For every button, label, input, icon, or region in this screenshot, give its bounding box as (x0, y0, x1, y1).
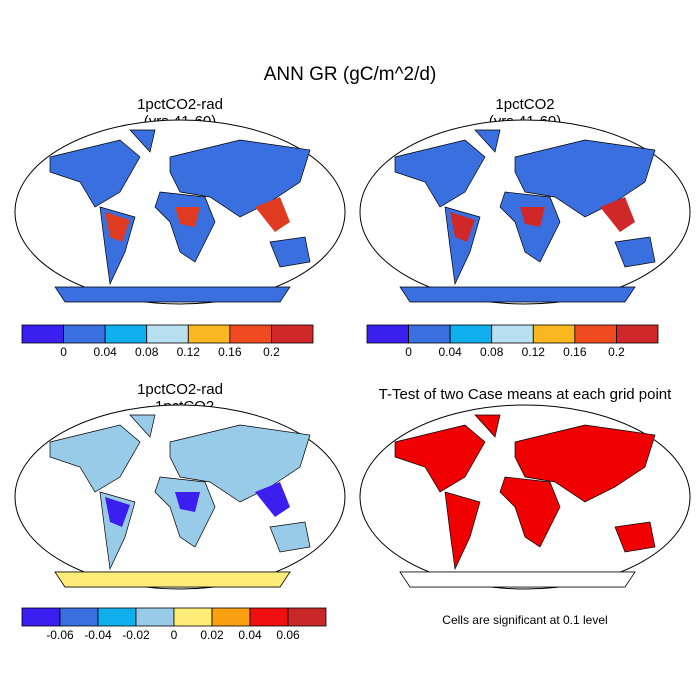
colorbar-label: -0.04 (84, 628, 112, 642)
colorbar-label: 0 (171, 628, 178, 642)
colorbar-label: -0.06 (46, 628, 74, 642)
colorbar-label: 0.04 (438, 345, 462, 359)
colorbar-box (366, 324, 409, 344)
colorbar-label: 0.2 (263, 345, 280, 359)
colorbar-label: 0 (405, 345, 412, 359)
colorbar-box (59, 607, 99, 627)
colorbar-box (532, 324, 576, 344)
colorbar-box (229, 324, 272, 344)
colorbar-label: 0.06 (276, 628, 300, 642)
land (49, 414, 311, 588)
colorbar-label: 0.02 (200, 628, 224, 642)
colorbar-box (287, 607, 327, 627)
colorbar-label: -0.02 (122, 628, 150, 642)
colorbar-box (173, 607, 213, 627)
colorbar-box (249, 607, 289, 627)
panel-title: 1pctCO2 (495, 96, 554, 113)
land (394, 414, 656, 588)
colorbar-box (104, 324, 148, 344)
colorbar-label: 0.12 (177, 345, 201, 359)
antarctica (54, 571, 291, 588)
colorbar-box (97, 607, 137, 627)
colorbar-label: 0 (60, 345, 67, 359)
panel-title: 1pctCO2-rad (137, 381, 223, 398)
colorbar-label: 0.08 (135, 345, 159, 359)
colorbar-label: 0.2 (608, 345, 625, 359)
colorbar-box (187, 324, 231, 344)
colorbar-label: 0.16 (563, 345, 587, 359)
colorbar-label: 0.12 (522, 345, 546, 359)
note: Cells are significant at 0.1 level (442, 613, 607, 627)
colorbar-label: 0.04 (238, 628, 262, 642)
colorbar-box (21, 607, 61, 627)
colorbar-box (271, 324, 314, 344)
colorbar-box (63, 324, 106, 344)
colorbar-label: 0.04 (93, 345, 117, 359)
colorbar-label: 0.08 (480, 345, 504, 359)
colorbar-label: 0.16 (218, 345, 242, 359)
panel-title: 1pctCO2-rad (137, 96, 223, 113)
colorbar-box (491, 324, 534, 344)
colorbar-box (616, 324, 659, 344)
colorbar-box (146, 324, 189, 344)
figure-title: ANN GR (gC/m^2/d) (264, 64, 437, 85)
colorbar-box (211, 607, 251, 627)
colorbar-box (21, 324, 64, 344)
panel-title: T-Test of two Case means at each grid po… (379, 386, 672, 403)
colorbar-box (574, 324, 617, 344)
antarctica (399, 571, 636, 588)
colorbar-box (135, 607, 175, 627)
colorbar-box (449, 324, 493, 344)
colorbar-box (408, 324, 451, 344)
